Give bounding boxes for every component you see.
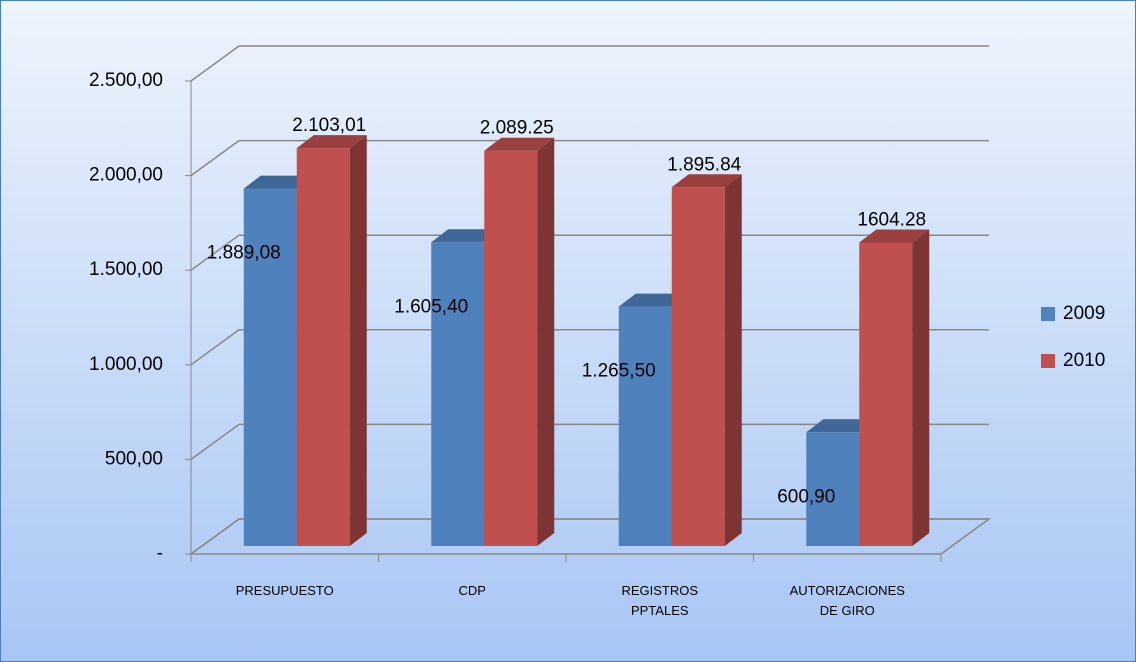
data-label: 2.103,01 [292,115,366,136]
legend-label: 2010 [1063,350,1105,371]
x-tick-label: CDP [458,583,486,598]
y-tick-label: 500,00 [105,448,163,469]
bar [671,187,725,546]
x-tick-label: PRESUPUESTO [235,583,334,598]
bar-top [484,137,555,151]
data-label: 1.889,08 [207,243,281,264]
y-tick-label: 1.500,00 [89,259,163,280]
x-tick-label: REGISTROS PPTALES [621,583,699,618]
bar [859,242,913,547]
bar [431,242,485,547]
bar-top [243,175,314,189]
bar-top [618,293,689,307]
bar-top [431,229,502,243]
data-label: 1.605,40 [394,296,468,317]
grid-line [190,139,989,177]
data-label: 2.089.25 [480,118,554,139]
x-tick-label: AUTORIZACIONES DE GIRO [789,583,905,618]
data-label: 600,90 [777,486,835,507]
bar-side [724,174,742,546]
bar [484,150,538,546]
y-tick-label: 2.500,00 [89,70,163,91]
grid-line [190,45,989,82]
bar-side [537,137,555,546]
bar-top [671,174,742,188]
bar-top [296,135,367,149]
bar [243,188,297,546]
bar [296,148,350,546]
bar-top [859,229,930,243]
bar [618,306,672,546]
legend-label: 2009 [1063,303,1105,324]
y-tick-label: 2.000,00 [89,165,163,186]
data-label: 1.895.84 [667,154,741,175]
bar-top [806,419,877,433]
y-tick-label: 1.000,00 [89,354,163,375]
legend-swatch [1041,354,1055,368]
data-label: 1604.28 [857,209,926,230]
data-label: 1.265,50 [582,361,656,382]
bar-side [349,135,367,546]
y-tick-label: - [157,543,163,564]
legend-swatch [1041,307,1055,321]
bar-side [912,229,930,547]
bar [806,432,860,546]
